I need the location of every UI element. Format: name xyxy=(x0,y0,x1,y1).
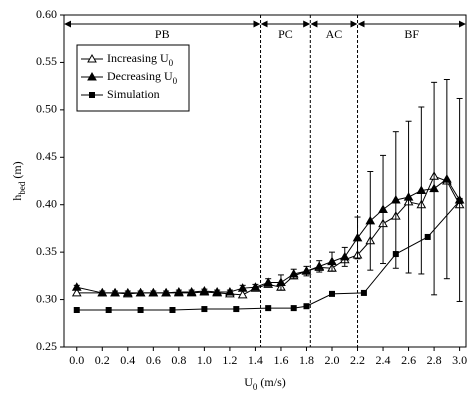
point xyxy=(403,192,414,201)
point xyxy=(135,287,146,297)
point xyxy=(233,306,240,313)
point xyxy=(276,277,286,286)
x-tick-label: 1.8 xyxy=(299,353,314,367)
region-label: PB xyxy=(155,27,170,41)
point xyxy=(71,287,82,297)
point xyxy=(237,289,248,299)
point xyxy=(327,256,337,266)
point xyxy=(87,53,97,63)
point xyxy=(169,307,176,314)
legend-label-part: 0 xyxy=(169,58,174,68)
x-tick-label: 2.8 xyxy=(427,353,442,367)
point xyxy=(110,287,120,297)
x-tick-label: 0.6 xyxy=(146,353,161,367)
point xyxy=(429,183,439,193)
y-tick-label: 0.60 xyxy=(36,7,57,21)
x-tick-label: 3.0 xyxy=(452,353,467,367)
y-tick-label: 0.45 xyxy=(36,149,57,163)
x-tick-label: 0.2 xyxy=(95,353,110,367)
region-label: AC xyxy=(326,27,343,41)
point xyxy=(290,305,297,312)
y-axis-label-part: (m) xyxy=(10,161,24,181)
point xyxy=(424,233,431,240)
point xyxy=(265,305,272,312)
region-label: PC xyxy=(278,27,293,41)
point xyxy=(263,277,274,286)
point xyxy=(201,306,208,313)
y-axis-label-part: h xyxy=(10,195,24,201)
x-tick-label: 1.6 xyxy=(273,353,288,367)
point xyxy=(314,261,325,270)
legend-label-part: Decreasing U xyxy=(107,69,173,83)
point xyxy=(392,251,399,258)
y-tick-label: 0.40 xyxy=(36,196,57,210)
point xyxy=(301,266,312,275)
y-axis-label-part: bed xyxy=(17,181,27,194)
point xyxy=(173,286,184,296)
y-tick-label: 0.35 xyxy=(36,244,57,258)
point xyxy=(212,286,223,296)
point xyxy=(365,215,376,225)
point xyxy=(441,174,452,183)
point xyxy=(161,287,171,297)
x-tick-label: 1.2 xyxy=(222,353,237,367)
point xyxy=(186,286,197,296)
legend-label-part: Increasing U xyxy=(107,51,169,65)
point xyxy=(237,283,248,292)
legend-box xyxy=(76,44,190,112)
legend-label-part: 0 xyxy=(173,76,178,86)
point xyxy=(378,204,388,213)
point xyxy=(148,287,159,297)
y-tick-label: 0.55 xyxy=(36,54,57,68)
point xyxy=(137,307,144,314)
point xyxy=(225,286,235,296)
x-tick-label: 2.6 xyxy=(401,353,416,367)
point xyxy=(390,194,401,204)
y-tick-label: 0.25 xyxy=(36,339,57,353)
x-tick-label: 0.4 xyxy=(120,353,135,367)
region-label: BF xyxy=(404,27,419,41)
point xyxy=(89,92,95,98)
x-axis-label-part: U xyxy=(244,375,253,389)
series-line xyxy=(76,175,461,296)
legend-label: Increasing U0 xyxy=(107,51,174,68)
legend-label: Simulation xyxy=(107,87,160,101)
x-tick-label: 2.4 xyxy=(376,353,391,367)
x-tick-label: 2.0 xyxy=(325,353,340,367)
x-tick-label: 1.0 xyxy=(197,353,212,367)
point xyxy=(73,307,80,314)
point xyxy=(71,282,82,291)
x-axis-label: U0 (m/s) xyxy=(244,375,286,392)
legend-label-part: Simulation xyxy=(107,87,160,101)
point xyxy=(199,286,210,295)
point xyxy=(329,290,335,297)
x-axis-label-part: (m/s) xyxy=(257,375,285,389)
point xyxy=(105,307,112,314)
x-tick-label: 1.4 xyxy=(248,353,263,367)
plot-frame xyxy=(63,14,467,348)
x-tick-label: 0.8 xyxy=(171,353,186,367)
point xyxy=(303,303,310,310)
point xyxy=(339,251,350,261)
point xyxy=(250,282,261,291)
x-axis-label-part: 0 xyxy=(253,382,258,392)
x-tick-label: 0.0 xyxy=(69,353,84,367)
x-tick-label: 2.2 xyxy=(350,353,365,367)
legend-label: Decreasing U0 xyxy=(107,69,178,86)
y-tick-label: 0.30 xyxy=(36,291,57,305)
series-line xyxy=(76,178,461,294)
series-line xyxy=(76,200,460,311)
point xyxy=(122,287,133,297)
point xyxy=(456,197,463,204)
point xyxy=(352,232,363,242)
point xyxy=(416,185,427,194)
point xyxy=(360,289,367,296)
point xyxy=(87,71,97,81)
point xyxy=(288,268,299,278)
y-tick-label: 0.50 xyxy=(36,102,57,116)
y-axis-label: hbed (m) xyxy=(10,161,27,200)
point xyxy=(97,287,108,297)
